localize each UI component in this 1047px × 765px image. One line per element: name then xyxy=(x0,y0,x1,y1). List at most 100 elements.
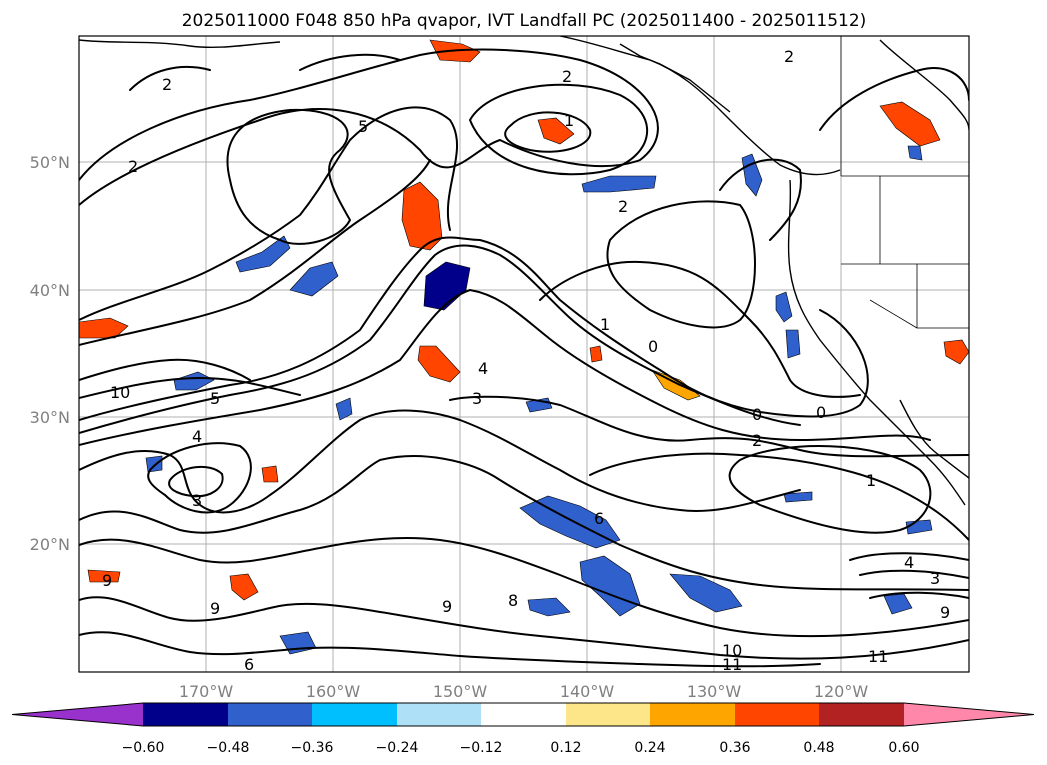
qvapor-positive-patch xyxy=(229,573,259,601)
colorbar-tick-label: −0.12 xyxy=(460,740,503,756)
qvapor-negative-patch xyxy=(173,371,215,391)
qvapor-positive-patch xyxy=(87,569,121,583)
coastlines xyxy=(79,36,969,506)
lon-label: 150°W xyxy=(433,682,488,701)
colorbar-swatch xyxy=(228,703,312,726)
colorbar-tick-labels: −0.60 −0.48 −0.36 −0.24 −0.12 0.12 0.24 … xyxy=(122,740,920,756)
contour-label: 10 xyxy=(722,641,742,660)
colorbar-swatches xyxy=(11,702,1035,727)
contour-label: 11 xyxy=(722,655,742,674)
contour-label: 9 xyxy=(940,603,950,622)
contour-label: 10 xyxy=(110,383,130,402)
colorbar-swatch xyxy=(650,703,735,726)
qvapor-negative-patch xyxy=(519,495,621,549)
contour-label: 6 xyxy=(594,509,604,528)
qvapor-negative-patch xyxy=(883,593,913,615)
colorbar-tick-label: 0.60 xyxy=(888,740,919,756)
lat-label: 40°N xyxy=(30,281,70,300)
contour-label: 11 xyxy=(868,647,888,666)
lat-axis-labels: 50°N 40°N 30°N 20°N xyxy=(30,153,70,554)
colorbar-tick-label: 0.36 xyxy=(719,740,750,756)
qvapor-positive-patch xyxy=(879,101,941,147)
lon-label: 170°W xyxy=(179,682,234,701)
contour-label: 9 xyxy=(102,571,112,590)
qvapor-positive-patch xyxy=(401,181,443,251)
lat-label: 50°N xyxy=(30,153,70,172)
lon-label: 160°W xyxy=(306,682,361,701)
qvapor-positive-patch xyxy=(589,345,603,363)
contour-label: 9 xyxy=(442,597,452,616)
lon-label: 140°W xyxy=(560,682,615,701)
qvapor-negative-patch xyxy=(581,175,657,193)
lon-axis-labels: 170°W 160°W 150°W 140°W 130°W 120°W xyxy=(179,682,869,701)
lat-label: 30°N xyxy=(30,408,70,427)
contour-label: 1 xyxy=(866,471,876,490)
contour-label: 2 xyxy=(162,75,172,94)
ivt-contours xyxy=(79,48,969,668)
colorbar-outline xyxy=(11,702,1035,727)
contour-label: 2 xyxy=(752,431,762,450)
qvapor-positive-patch xyxy=(537,117,575,145)
contour-label: 3 xyxy=(930,569,940,588)
contour-label: 4 xyxy=(192,427,202,446)
contour-label: 2 xyxy=(618,197,628,216)
lon-label: 130°W xyxy=(687,682,742,701)
contour-label: 0 xyxy=(648,337,658,356)
qvapor-negative-patch xyxy=(741,153,763,197)
colorbar-tick-label: −0.24 xyxy=(376,740,419,756)
contour-label: 0 xyxy=(816,403,826,422)
colorbar-swatch xyxy=(312,703,397,726)
colorbar-swatch xyxy=(735,703,819,726)
colorbar-swatch xyxy=(397,703,481,726)
map-panel: 2 2 5 1 2 10 5 4 3 4 3 2 1 0 0 0 2 1 6 4 xyxy=(78,35,970,674)
contour-label: 6 xyxy=(244,655,254,674)
qvapor-positive-patch xyxy=(943,339,969,365)
colorbar-tick-label: 0.48 xyxy=(803,740,834,756)
qvapor-negative-patch xyxy=(145,455,163,473)
colorbar-swatch xyxy=(904,703,1034,726)
qvapor-positive-patch xyxy=(79,317,129,339)
colorbar-swatch xyxy=(819,703,904,726)
figure-title: 2025011000 F048 850 hPa qvapor, IVT Land… xyxy=(182,11,867,31)
colorbar-swatch xyxy=(481,703,566,726)
qvapor-shading xyxy=(79,39,969,655)
colorbar-tick-label: 0.24 xyxy=(634,740,665,756)
contour-label: 5 xyxy=(210,389,220,408)
qvapor-negative-patch xyxy=(785,329,801,359)
contour-label: 8 xyxy=(508,591,518,610)
contour-label: 2 xyxy=(784,47,794,66)
contour-labels: 2 2 5 1 2 10 5 4 3 4 3 2 1 0 0 0 2 1 6 4 xyxy=(102,47,950,674)
qvapor-negative-patch xyxy=(423,261,471,311)
contour-label: 4 xyxy=(478,359,488,378)
qvapor-negative-patch xyxy=(669,573,743,613)
colorbar-swatch xyxy=(12,703,143,726)
colorbar-tick-label: −0.48 xyxy=(207,740,250,756)
lat-label: 20°N xyxy=(30,535,70,554)
contour-label: 2 xyxy=(128,157,138,176)
contour-label: 3 xyxy=(192,491,202,510)
qvapor-negative-patch xyxy=(907,145,923,161)
qvapor-positive-patch xyxy=(417,345,461,383)
qvapor-negative-patch xyxy=(335,397,353,421)
qvapor-negative-patch xyxy=(783,491,813,503)
lon-label: 120°W xyxy=(814,682,869,701)
contour-label: 1 xyxy=(600,315,610,334)
colorbar: −0.60 −0.48 −0.36 −0.24 −0.12 0.12 0.24 … xyxy=(11,702,1035,756)
colorbar-swatch xyxy=(143,703,228,726)
colorbar-tick-label: 0.12 xyxy=(550,740,581,756)
contour-label: 9 xyxy=(210,599,220,618)
qvapor-negative-patch xyxy=(235,235,291,273)
contour-label: 1 xyxy=(564,111,574,130)
qvapor-negative-patch xyxy=(289,261,339,297)
qvapor-negative-patch xyxy=(527,597,571,617)
qvapor-negative-patch xyxy=(775,291,793,323)
contour-label: 5 xyxy=(358,117,368,136)
contour-label: 2 xyxy=(562,67,572,86)
contour-label: 4 xyxy=(904,553,914,572)
contour-label: 3 xyxy=(472,389,482,408)
qvapor-positive-patch xyxy=(261,465,279,483)
colorbar-tick-label: −0.36 xyxy=(291,740,334,756)
colorbar-swatch xyxy=(566,703,650,726)
contour-label: 0 xyxy=(752,405,762,424)
colorbar-tick-label: −0.60 xyxy=(122,740,165,756)
